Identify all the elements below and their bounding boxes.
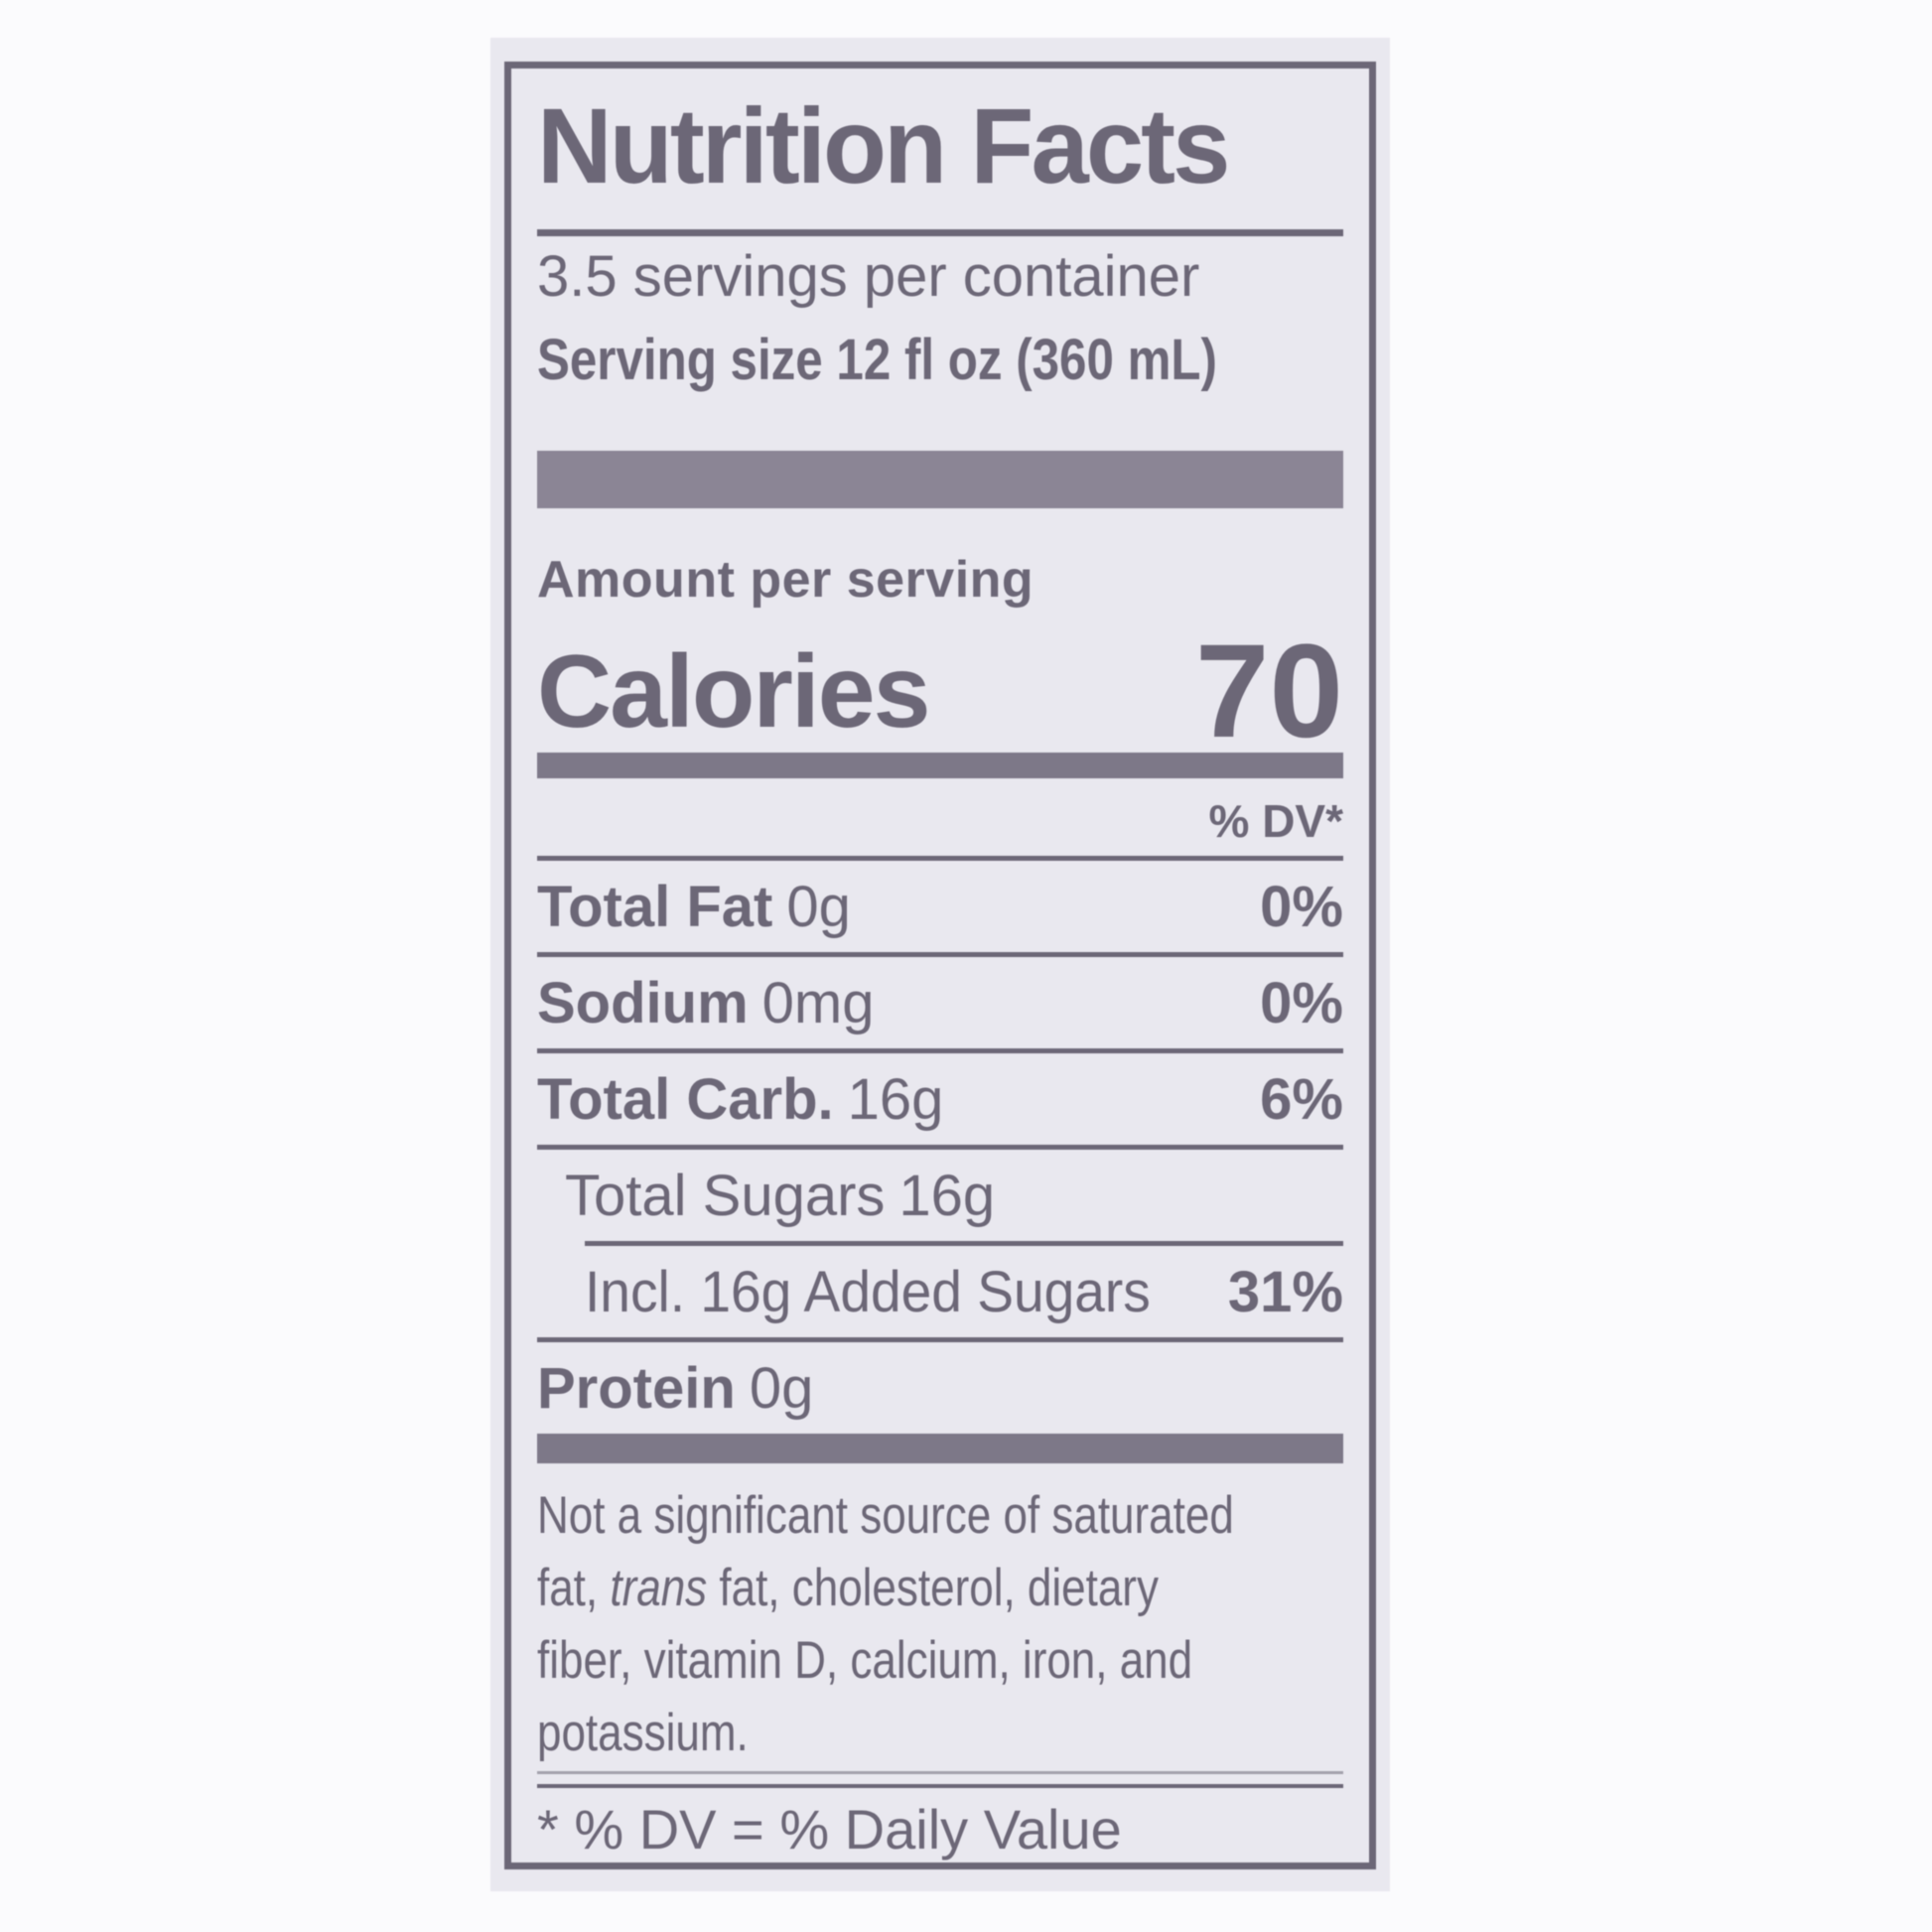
calories-rule: [537, 753, 1343, 778]
row-total-sugars: Total Sugars 16g: [537, 1150, 1343, 1241]
separator-indented: [585, 1241, 1343, 1246]
footnote-line-1: Not a significant source of saturated: [537, 1479, 1343, 1552]
row-protein-left: Protein 0g: [537, 1355, 813, 1422]
footnote-line-2-text: fat, trans fat, cholesterol, dietary: [537, 1552, 1159, 1624]
row-total-fat: Total Fat 0g 0%: [537, 861, 1343, 952]
row-name: Total Fat: [537, 874, 773, 939]
row-added-sugars: Incl. 16g Added Sugars 31%: [537, 1246, 1343, 1337]
row-total-fat-left: Total Fat 0g: [537, 874, 851, 940]
footnote: Not a significant source of saturated fa…: [537, 1479, 1343, 1769]
footnote-line-2: fat, trans fat, cholesterol, dietary: [537, 1552, 1343, 1624]
footnote-line-4-text: potassium.: [537, 1704, 749, 1762]
row-added-sugars-text: Incl. 16g Added Sugars: [585, 1259, 1151, 1324]
row-name: Total Sugars: [565, 1163, 886, 1228]
row-total-carb: Total Carb. 16g 6%: [537, 1053, 1343, 1145]
label-title: Nutrition Facts: [537, 76, 1343, 215]
servings-per-container: 3.5 servings per container: [537, 244, 1200, 309]
serving-size-text: Serving size 12 fl oz (360 mL): [537, 328, 1217, 392]
title-rule: [537, 229, 1343, 236]
footnote-rule: [537, 1771, 1343, 1788]
row-amount: 0g: [786, 874, 851, 939]
footnote-line-3: fiber, vitamin D, calcium, iron, and: [537, 1624, 1343, 1697]
footnote-line-4: potassium.: [537, 1697, 1343, 1769]
calories-label: Calories: [537, 634, 930, 750]
row-name: Total Carb.: [537, 1066, 834, 1132]
dv-definition: * % DV = % Daily Value: [537, 1798, 1122, 1861]
separator: [537, 1145, 1343, 1150]
row-amount: 16g: [847, 1066, 944, 1132]
row-dv: 0%: [1260, 970, 1343, 1035]
separator: [537, 952, 1343, 957]
row-sodium: Sodium 0mg 0%: [537, 957, 1343, 1048]
row-amount: 0mg: [761, 970, 875, 1035]
row-dv: 6%: [1260, 1066, 1343, 1132]
row-sodium-left: Sodium 0mg: [537, 970, 875, 1036]
row-amount: 0g: [749, 1355, 814, 1421]
footnote-line-1-text: Not a significant source of saturated: [537, 1486, 1234, 1545]
dv-header: % DV*: [1208, 795, 1343, 847]
row-dv: 0%: [1260, 874, 1343, 939]
calories-row: Calories 70: [537, 618, 1343, 765]
divider-bar-bottom: [537, 1434, 1343, 1463]
label-title-text: Nutrition Facts: [537, 85, 1230, 206]
row-name: Sodium: [537, 970, 749, 1035]
row-dv: 31%: [1227, 1259, 1343, 1324]
row-protein: Protein 0g: [537, 1342, 1343, 1434]
footnote-line-2-post: fat, cholesterol, dietary: [707, 1559, 1159, 1617]
serving-size: Serving size 12 fl oz (360 mL): [537, 318, 1343, 403]
divider-bar-top: [537, 451, 1343, 508]
row-total-sugars-left: Total Sugars 16g: [565, 1163, 995, 1229]
trans-italic: trans: [610, 1559, 708, 1617]
separator: [537, 1337, 1343, 1342]
row-name: Protein: [537, 1355, 736, 1421]
calories-value: 70: [1194, 618, 1343, 765]
amount-per-serving-label: Amount per serving: [537, 551, 1035, 609]
row-amount: 16g: [898, 1163, 996, 1228]
footnote-line-3-text: fiber, vitamin D, calcium, iron, and: [537, 1631, 1193, 1690]
nutrition-label: Nutrition Facts 3.5 servings per contain…: [490, 38, 1390, 1891]
separator: [537, 1048, 1343, 1053]
footnote-line-2-pre: fat,: [537, 1559, 611, 1617]
label-border-box: Nutrition Facts 3.5 servings per contain…: [504, 62, 1376, 1869]
row-total-carb-left: Total Carb. 16g: [537, 1066, 943, 1133]
dv-header-rule: [537, 856, 1343, 861]
